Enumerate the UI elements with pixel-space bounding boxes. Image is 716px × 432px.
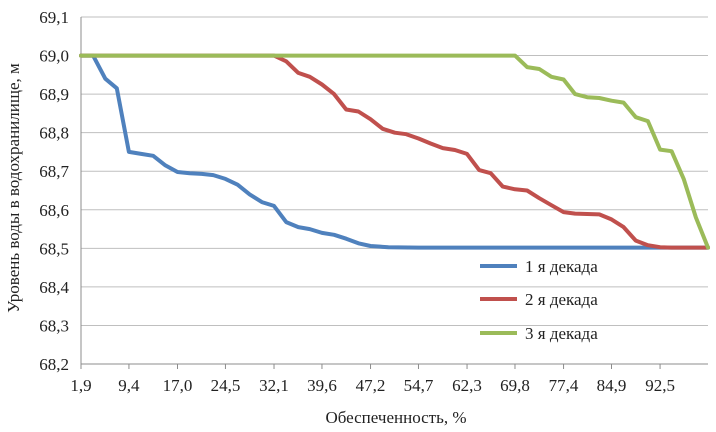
- x-tick-labels: 1,9 9,4 17,0 24,5 32,1 39,6 47,2 54,7 62,3 69,8 77…: [70, 376, 675, 395]
- x-tick-label: 9,4: [118, 376, 140, 395]
- y-tick-label: 69,0: [39, 47, 69, 66]
- x-axis-title: Обеспеченность, %: [325, 408, 466, 427]
- x-tick-label: 24,5: [211, 376, 241, 395]
- chart-gridlines: [81, 16, 708, 365]
- x-tick-label: 77,4: [549, 376, 579, 395]
- y-tick-label: 68,8: [39, 124, 69, 143]
- chart-series: [79, 53, 710, 250]
- x-tick-label: 62,3: [452, 376, 482, 395]
- y-tick-label: 69,1: [39, 8, 69, 27]
- y-tick-label: 68,3: [39, 316, 69, 335]
- y-tick-label: 68,4: [39, 278, 69, 297]
- x-tick-label: 54,7: [404, 376, 434, 395]
- legend-label-1: 1 я декада: [525, 257, 598, 276]
- x-tick-label: 1,9: [70, 376, 91, 395]
- y-tick-label: 68,2: [39, 355, 69, 374]
- legend-label-2: 2 я декада: [525, 290, 598, 309]
- chart-legend: 1 я декада 2 я декада 3 я декада: [480, 257, 598, 343]
- x-tick-label: 32,1: [259, 376, 289, 395]
- x-tick-label: 92,5: [645, 376, 675, 395]
- y-tick-label: 68,7: [39, 162, 69, 181]
- x-tick-label: 69,8: [500, 376, 530, 395]
- x-tick-label: 47,2: [356, 376, 386, 395]
- x-tick-label: 17,0: [163, 376, 193, 395]
- series-line-1: [79, 53, 710, 250]
- chart-axes: [80, 17, 708, 369]
- x-tick-label: 39,6: [307, 376, 337, 395]
- y-tick-label: 68,5: [39, 239, 69, 258]
- y-tick-label: 68,9: [39, 85, 69, 104]
- legend-label-3: 3 я декада: [525, 324, 598, 343]
- y-tick-labels: 68,2 68,3 68,4 68,5 68,6 68,7 68,8 68,9 69,0 69,1: [39, 8, 69, 374]
- y-tick-label: 68,6: [39, 201, 69, 220]
- series-line-3: [79, 53, 710, 250]
- y-axis-title: Уровень воды в водохранилище, м: [4, 63, 23, 313]
- series-line-2: [79, 53, 710, 250]
- x-tick-label: 84,9: [597, 376, 627, 395]
